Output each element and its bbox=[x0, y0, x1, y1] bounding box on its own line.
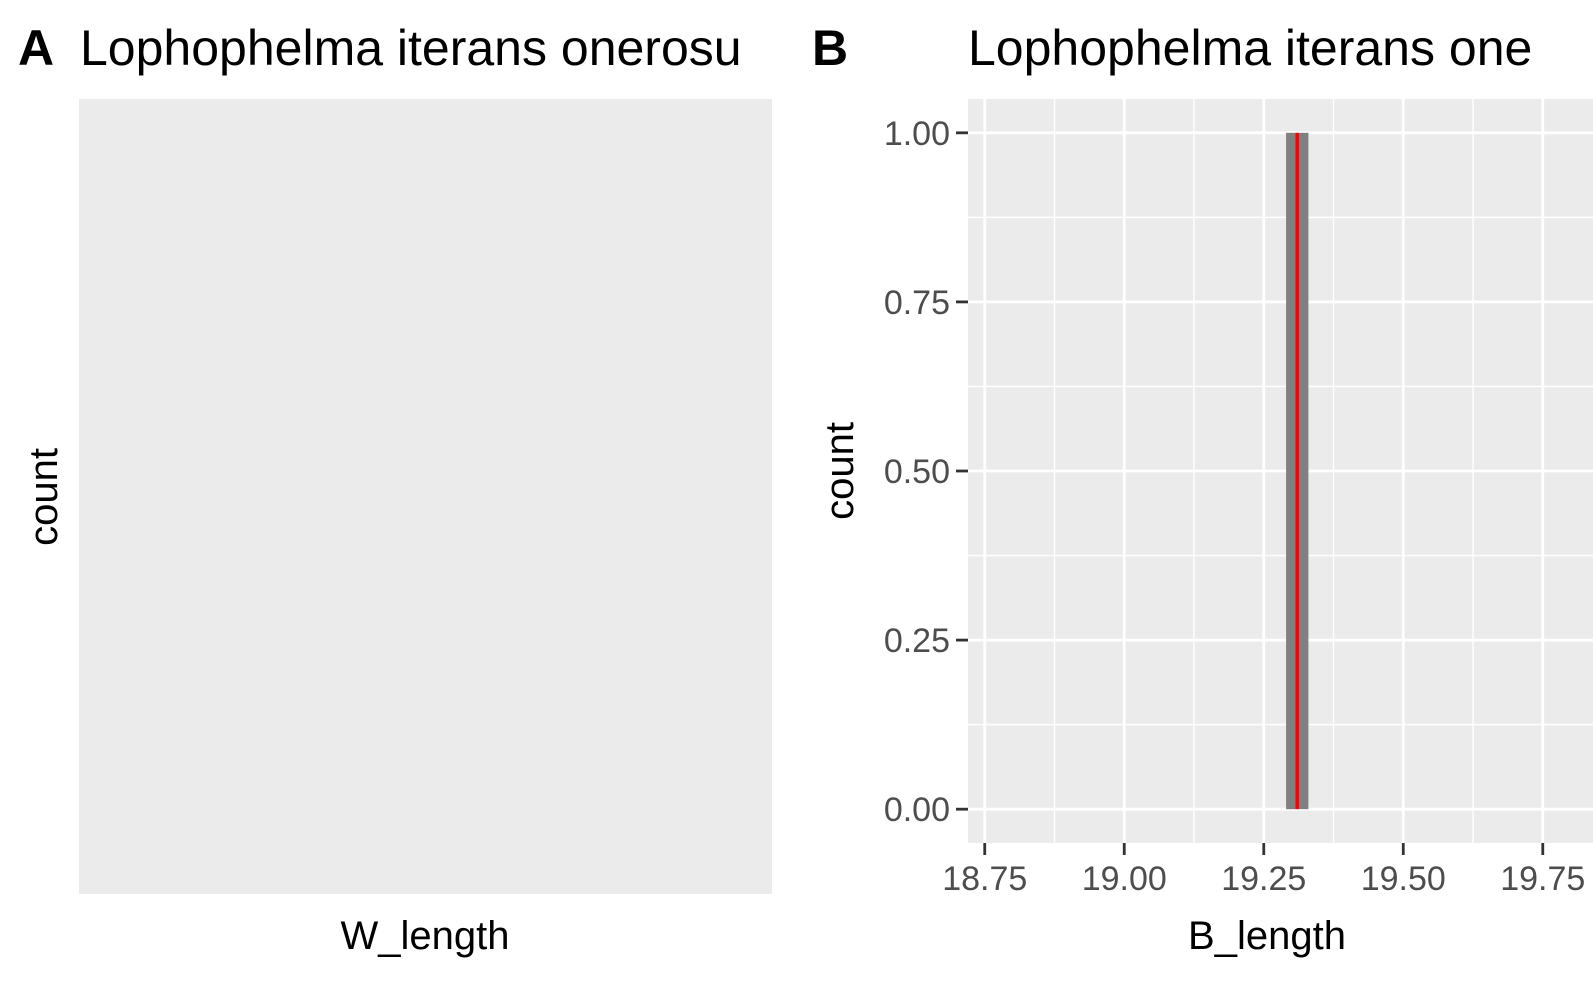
y-tick-label: 0.00 bbox=[884, 791, 950, 829]
y-tick-label: 0.50 bbox=[884, 453, 950, 491]
y-tick-label: 0.75 bbox=[884, 284, 950, 322]
panel-b-tag: B bbox=[812, 20, 848, 76]
panel-a-tag: A bbox=[18, 20, 54, 76]
y-tick-label: 0.25 bbox=[884, 622, 950, 660]
x-tick-label: 19.25 bbox=[1221, 860, 1306, 898]
panel-b-y-axis-title: count bbox=[818, 422, 862, 520]
panel-a-plot-background bbox=[79, 99, 772, 894]
x-tick-label: 18.75 bbox=[942, 860, 1027, 898]
panel-b-title: Lophophelma iterans one bbox=[968, 20, 1532, 76]
x-tick-label: 19.75 bbox=[1500, 860, 1585, 898]
panel-b-gridlines bbox=[968, 99, 1593, 843]
panel-a-y-axis-title: count bbox=[22, 448, 66, 546]
x-tick-label: 19.00 bbox=[1082, 860, 1167, 898]
y-tick-label: 1.00 bbox=[884, 115, 950, 153]
panel-b-axis-ticks: 0.00 0.25 0.50 0.75 1.00 18.75 19.00 19.25 19.50… bbox=[884, 115, 1586, 898]
x-tick-label: 19.50 bbox=[1361, 860, 1446, 898]
panel-a-title: Lophophelma iterans onerosu bbox=[80, 20, 742, 76]
panel-a: A Lophophelma iterans onerosu W_length c… bbox=[18, 20, 772, 958]
panel-b: B Lophophelma iterans one 0.000.250.500.… bbox=[812, 20, 1593, 958]
panel-b-x-axis-title: B_length bbox=[1188, 914, 1346, 958]
panel-a-x-axis-title: W_length bbox=[341, 914, 510, 958]
